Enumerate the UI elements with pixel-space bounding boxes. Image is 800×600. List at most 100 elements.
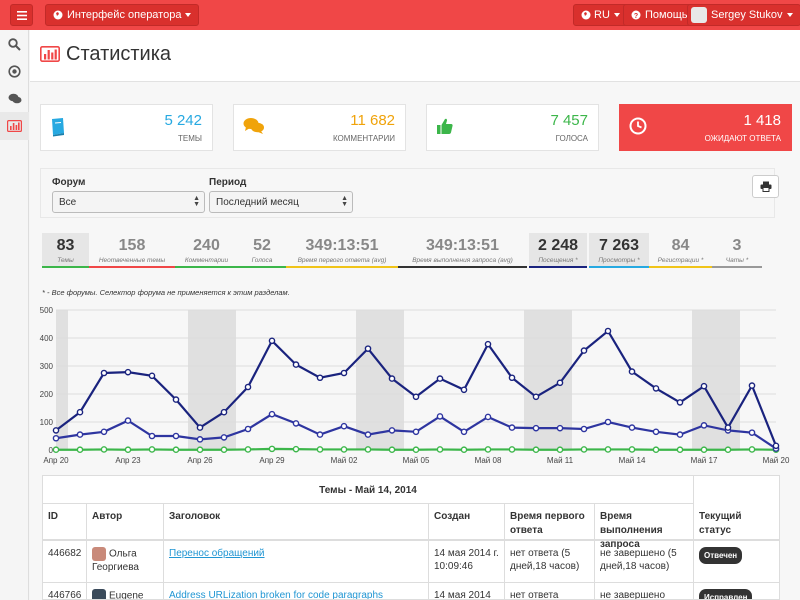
column-header-title: Заголовок (164, 504, 429, 541)
data-point (748, 382, 756, 389)
data-point (604, 327, 612, 335)
stat-value: 11 682 (350, 112, 395, 129)
data-point (100, 446, 108, 453)
data-point (508, 374, 516, 382)
filter-panel: Форум Все ▲ ▼ Период Последний месяц ▲ ▼ (40, 168, 775, 218)
x-tick-label: Май 17 (691, 456, 718, 465)
table-row-2-status: Исправлен (694, 583, 779, 599)
metric-underline (398, 266, 527, 268)
data-point (604, 418, 612, 426)
help-button[interactable]: ? Помощь (623, 4, 696, 26)
period-select[interactable]: Последний месяц ▲ ▼ (209, 191, 353, 213)
y-tick-label: 0 (49, 446, 54, 455)
data-point (652, 385, 660, 392)
user-menu-dropdown[interactable]: Sergey Stukov (687, 4, 800, 26)
print-button[interactable] (752, 175, 779, 198)
metric-comments[interactable]: 240 Комментарии (175, 233, 238, 268)
menu-toggle-button[interactable] (10, 4, 33, 26)
metric-votes[interactable]: 52 Голоса (238, 233, 286, 268)
metric-unanswered-topics[interactable]: 158 Неотвеченные темы (89, 233, 175, 268)
stat-label: ОЖИДАЮТ ОТВЕТА (704, 134, 781, 143)
sidebar-item-dashboard[interactable] (0, 57, 29, 85)
metric-label: Просмотры * (598, 257, 640, 264)
data-point (220, 446, 228, 454)
status-badge: Отвечен (699, 547, 743, 564)
data-point (724, 446, 732, 454)
data-point (652, 428, 660, 436)
data-point (172, 446, 180, 454)
data-point (100, 369, 108, 377)
data-point (556, 424, 564, 432)
data-point (244, 383, 252, 391)
sidebar-item-comments[interactable] (0, 85, 29, 113)
data-point (268, 337, 276, 345)
metric-underline (589, 266, 649, 268)
y-tick-label: 500 (40, 306, 54, 315)
metric-topics[interactable]: 83 Темы (42, 233, 89, 268)
metric-value: 7 263 (598, 237, 640, 254)
data-point (556, 446, 564, 454)
forum-select[interactable]: Все ▲ ▼ (52, 191, 205, 213)
operator-interface-label: Интерфейс оператора (67, 9, 182, 21)
data-point (556, 379, 564, 387)
data-point (268, 445, 276, 453)
book-icon (52, 118, 64, 137)
data-point (700, 446, 708, 454)
period-filter-label: Период (209, 177, 247, 188)
language-dropdown[interactable]: RU (573, 4, 628, 26)
forum-selector-note: * - Все форумы. Селектор форума не приме… (42, 288, 290, 297)
operator-interface-dropdown[interactable]: Интерфейс оператора (45, 4, 200, 26)
metric-label: Чаты * (725, 257, 749, 264)
x-tick-label: Май 20 (763, 456, 790, 465)
sidebar-item-statistics[interactable] (0, 112, 29, 140)
data-point (388, 427, 396, 434)
forum-filter-label: Форум (52, 177, 86, 188)
column-header-resolution-time: Время выполнения запроса (595, 504, 694, 550)
data-point (316, 446, 324, 453)
statistics-icon (7, 120, 22, 132)
data-point (52, 446, 60, 454)
stat-value: 5 242 (164, 112, 202, 129)
data-point (508, 424, 516, 431)
metric-label: Посещения * (538, 257, 578, 264)
topic-link[interactable]: Перенос обращений (169, 548, 265, 559)
data-point (580, 425, 588, 433)
table-row-2-created: 14 мая 2014 (429, 583, 505, 599)
metric-underline (286, 266, 398, 268)
data-point (52, 434, 60, 442)
metrics-strip: 83 Темы 158 Неотвеченные темы 240 Коммен… (42, 233, 768, 269)
x-tick-label: Май 08 (475, 456, 502, 465)
topic-link[interactable]: Address URLization broken for code parag… (169, 590, 384, 600)
weekend-band (524, 310, 572, 450)
data-point (196, 446, 204, 454)
data-point (292, 420, 300, 427)
data-point (436, 413, 444, 420)
y-tick-label: 300 (40, 362, 54, 371)
metric-label: Голоса (251, 257, 273, 264)
activity-line-chart: 0 100 200 300 400 500 Апр 20 Апр 23 Апр 26 Апр 29… (40, 306, 790, 465)
x-tick-label: Май 05 (403, 456, 430, 465)
data-point (340, 369, 348, 377)
hamburger-icon (16, 10, 27, 20)
data-point (316, 431, 324, 438)
top-navbar: Интерфейс оператора RU ? Помощь Sergey S… (0, 0, 800, 30)
metric-underline (529, 266, 587, 268)
metric-value: 52 (253, 237, 271, 254)
data-point (484, 340, 492, 348)
data-point (484, 446, 492, 453)
stat-value: 1 418 (743, 112, 781, 129)
metric-label: Регистрации * (657, 257, 704, 264)
data-point (148, 432, 156, 440)
data-point (124, 417, 132, 424)
metric-visits[interactable]: 2 248 Посещения * (529, 233, 587, 268)
metric-views[interactable]: 7 263 Просмотры * (589, 233, 649, 268)
metric-resolution-time[interactable]: 349:13:51 Время выполнения запроса (avg) (398, 233, 527, 268)
weekend-band (356, 310, 404, 450)
data-point (76, 431, 84, 438)
metric-registrations[interactable]: 84 Регистрации * (649, 233, 712, 268)
metric-first-response-time[interactable]: 349:13:51 Время первого ответа (avg) (286, 233, 398, 268)
sidebar-item-search[interactable] (0, 30, 29, 58)
author-name: Eugene (109, 590, 144, 600)
data-point (412, 393, 420, 401)
metric-chats[interactable]: 3 Чаты * (712, 233, 762, 268)
